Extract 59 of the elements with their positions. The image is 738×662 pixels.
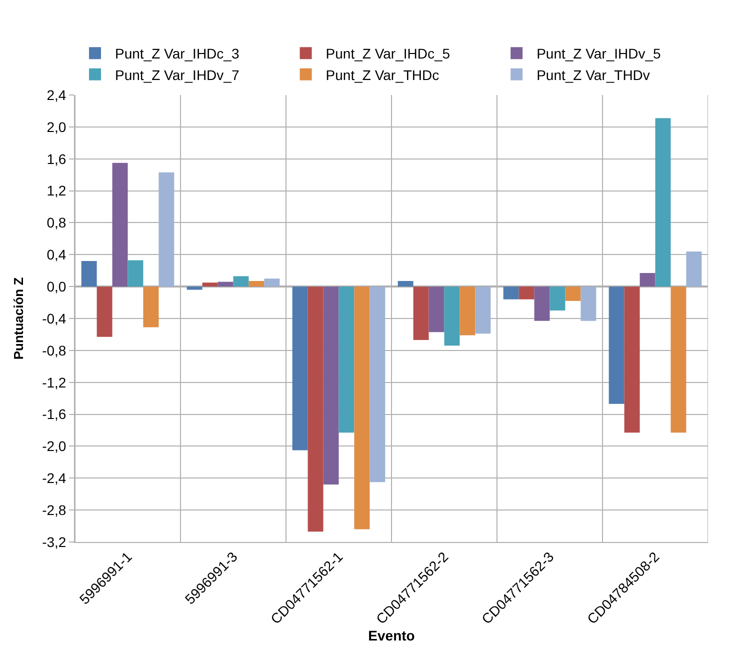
bar	[158, 172, 174, 287]
bar	[534, 286, 550, 321]
bar	[292, 286, 308, 450]
bar	[503, 286, 519, 300]
y-tick-label: 0,8	[46, 214, 66, 231]
y-tick-label: -0,4	[42, 310, 66, 326]
bar	[370, 286, 386, 482]
bar	[308, 286, 324, 532]
bar	[655, 118, 671, 287]
legend-label: Punt_Z Var_IHDc_3	[115, 46, 240, 62]
y-tick-label: 2,0	[46, 118, 66, 135]
bar	[640, 273, 656, 287]
legend-label: Punt_Z Var_IHDc_5	[326, 46, 450, 62]
y-tick-label: -1,2	[42, 374, 66, 390]
bar	[670, 286, 686, 433]
legend-label: Punt_Z Var_IHDv_5	[536, 46, 662, 62]
x-axis-title: Evento	[368, 627, 415, 644]
bar	[81, 261, 97, 287]
bar	[233, 276, 249, 287]
bar	[444, 286, 460, 346]
y-tick-label: 0,0	[46, 278, 66, 294]
bar	[428, 286, 444, 332]
bar	[186, 286, 202, 290]
legend-label: Punt_Z Var_THDv	[536, 66, 650, 83]
bar	[624, 286, 640, 433]
bar	[550, 286, 566, 311]
bar	[608, 286, 624, 404]
bar	[248, 280, 264, 287]
bar	[323, 286, 339, 485]
bar	[518, 286, 534, 300]
bar	[338, 286, 354, 433]
y-tick-label: 1,6	[46, 150, 66, 167]
bar	[686, 251, 702, 287]
y-tick-label: -3,2	[42, 534, 66, 550]
bar	[218, 282, 234, 287]
bar	[398, 280, 414, 287]
y-tick-label: 1,2	[46, 182, 66, 199]
bar	[128, 260, 144, 287]
bar	[112, 162, 128, 287]
legend-label: Punt_Z Var_THDc	[326, 66, 440, 83]
y-tick-label: -2,0	[42, 438, 66, 454]
y-tick-label: -1,6	[42, 406, 66, 422]
bar	[475, 286, 491, 334]
y-tick-label: 2,4	[46, 86, 66, 103]
bar	[354, 286, 370, 530]
y-tick-label: 0,4	[46, 246, 66, 263]
bar	[580, 286, 596, 321]
bar	[460, 286, 476, 336]
legend-label: Punt_Z Var_IHDv_7	[115, 66, 240, 83]
y-axis-title: Puntuación Z	[11, 277, 26, 360]
bar	[143, 286, 159, 328]
bar	[202, 282, 218, 287]
y-tick-label: -0,8	[42, 342, 66, 358]
y-tick-label: -2,4	[42, 470, 66, 486]
bar	[413, 286, 429, 340]
bar	[96, 286, 112, 337]
bar	[264, 278, 280, 287]
bar	[565, 286, 581, 301]
y-tick-label: -2,8	[42, 502, 66, 518]
